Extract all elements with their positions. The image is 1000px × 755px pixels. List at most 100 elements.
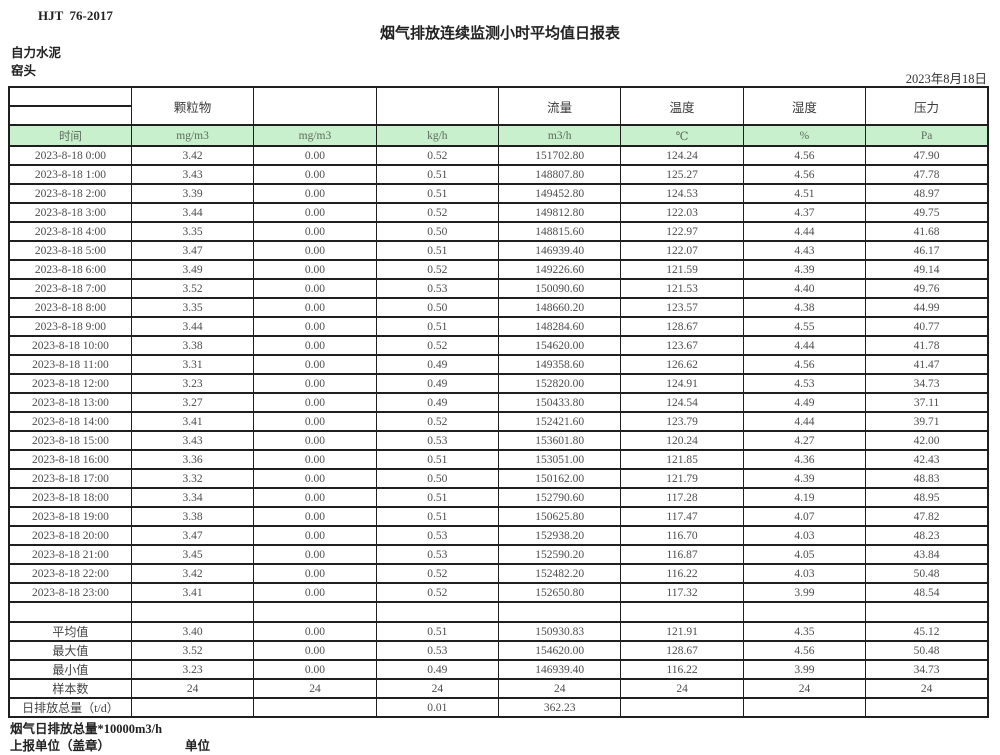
value-cell: 124.54 (620, 392, 744, 413)
value-cell: 362.23 (497, 697, 622, 718)
value-cell: 0.00 (253, 373, 377, 394)
value-cell: 47.82 (865, 506, 989, 527)
value-cell: 42.00 (865, 430, 989, 451)
value-cell: 122.97 (620, 221, 744, 242)
value-cell: 34.73 (865, 373, 989, 394)
value-cell: 48.97 (865, 183, 989, 204)
value-cell: 3.52 (130, 640, 255, 661)
value-cell: 4.39 (742, 468, 867, 489)
header-empty-col3 (253, 86, 377, 126)
value-cell: 121.53 (620, 278, 744, 299)
row-label-cell: 2023-8-18 10:00 (8, 335, 132, 356)
value-cell (742, 601, 867, 623)
table-row: 2023-8-18 10:00 3.38 0.00 0.52 154620.00 123.… (8, 335, 989, 356)
hourly-average-table: 颗粒物 流量 温度 湿度 压力 时间 mg/m3 mg/m3 kg/h m3/h… (8, 86, 989, 718)
value-cell: 0.49 (375, 659, 500, 680)
value-cell: 4.37 (742, 202, 867, 223)
value-cell: 117.28 (620, 487, 744, 508)
value-cell: 4.36 (742, 449, 867, 470)
row-label-cell: 日排放总量（t/d） (8, 697, 132, 718)
value-cell (497, 601, 622, 623)
value-cell: 150930.83 (497, 621, 622, 642)
value-cell: 0.51 (375, 316, 500, 337)
row-label-cell: 2023-8-18 6:00 (8, 259, 132, 280)
value-cell: 4.51 (742, 183, 867, 204)
unit-percent: % (742, 124, 867, 147)
row-label-cell: 样本数 (8, 678, 132, 699)
value-cell: 123.79 (620, 411, 744, 432)
summary-row: 最小值 3.23 0.00 0.49 146939.40 116.22 3.99 34.73 (8, 659, 989, 680)
value-cell: 50.48 (865, 640, 989, 661)
row-label-cell: 2023-8-18 12:00 (8, 373, 132, 394)
table-row: 2023-8-18 9:00 3.44 0.00 0.51 148284.60 128.6… (8, 316, 989, 337)
table-row: 2023-8-18 20:00 3.47 0.00 0.53 152938.20 116.… (8, 525, 989, 546)
unit-mgm3-2: mg/m3 (253, 124, 377, 147)
spacer-row (8, 601, 989, 623)
row-label-cell: 2023-8-18 3:00 (8, 202, 132, 223)
value-cell: 122.03 (620, 202, 744, 223)
row-label-cell: 最小值 (8, 659, 132, 680)
value-cell: 3.39 (130, 183, 255, 204)
value-cell: 4.56 (742, 164, 867, 185)
value-cell: 0.51 (375, 449, 500, 470)
value-cell: 3.38 (130, 506, 255, 527)
unit-celsius: ℃ (620, 124, 744, 147)
row-label-cell: 2023-8-18 19:00 (8, 506, 132, 527)
header-temperature: 温度 (620, 86, 744, 126)
value-cell: 0.53 (375, 430, 500, 451)
value-cell: 3.38 (130, 335, 255, 356)
value-cell: 41.68 (865, 221, 989, 242)
value-cell: 4.40 (742, 278, 867, 299)
value-cell (620, 697, 744, 718)
value-cell: 152482.20 (497, 563, 622, 584)
value-cell: 124.53 (620, 183, 744, 204)
unit-m3h: m3/h (497, 124, 622, 147)
value-cell: 0.52 (375, 411, 500, 432)
value-cell: 3.45 (130, 544, 255, 565)
row-label-cell: 2023-8-18 17:00 (8, 468, 132, 489)
table-body: 2023-8-18 0:00 3.42 0.00 0.52 151702.80 124.2… (8, 145, 989, 718)
value-cell: 3.52 (130, 278, 255, 299)
value-cell: 4.03 (742, 525, 867, 546)
value-cell: 150625.80 (497, 506, 622, 527)
value-cell: 128.67 (620, 640, 744, 661)
unit-pa: Pa (865, 124, 989, 147)
company-name: 自力水泥 (11, 46, 62, 60)
value-cell: 0.00 (253, 506, 377, 527)
value-cell: 154620.00 (497, 640, 622, 661)
value-cell: 0.00 (253, 659, 377, 680)
value-cell: 0.00 (253, 354, 377, 375)
value-cell: 0.00 (253, 202, 377, 223)
value-cell: 125.27 (620, 164, 744, 185)
value-cell: 121.59 (620, 259, 744, 280)
value-cell: 4.03 (742, 563, 867, 584)
header-flow: 流量 (497, 86, 622, 126)
value-cell: 0.00 (253, 582, 377, 603)
value-cell: 4.39 (742, 259, 867, 280)
value-cell: 149812.80 (497, 202, 622, 223)
value-cell: 3.23 (130, 373, 255, 394)
value-cell (742, 697, 867, 718)
value-cell: 0.50 (375, 297, 500, 318)
value-cell: 0.53 (375, 640, 500, 661)
value-cell: 150162.00 (497, 468, 622, 489)
value-cell: 0.51 (375, 506, 500, 527)
row-label-cell: 2023-8-18 8:00 (8, 297, 132, 318)
value-cell: 152938.20 (497, 525, 622, 546)
value-cell: 4.53 (742, 373, 867, 394)
value-cell: 0.53 (375, 278, 500, 299)
value-cell: 3.44 (130, 202, 255, 223)
value-cell: 24 (375, 678, 500, 699)
report-date: 2023年8月18日 (905, 72, 987, 86)
row-label-cell: 2023-8-18 7:00 (8, 278, 132, 299)
table-row: 2023-8-18 12:00 3.23 0.00 0.49 152820.00 124.… (8, 373, 989, 394)
value-cell: 153051.00 (497, 449, 622, 470)
row-label-cell (8, 601, 132, 623)
unit-header-row: 时间 mg/m3 mg/m3 kg/h m3/h ℃ % Pa (8, 124, 989, 147)
value-cell: 0.53 (375, 525, 500, 546)
value-cell: 120.24 (620, 430, 744, 451)
value-cell: 49.14 (865, 259, 989, 280)
value-cell: 0.00 (253, 164, 377, 185)
table-row: 2023-8-18 15:00 3.43 0.00 0.53 153601.80 120.… (8, 430, 989, 451)
